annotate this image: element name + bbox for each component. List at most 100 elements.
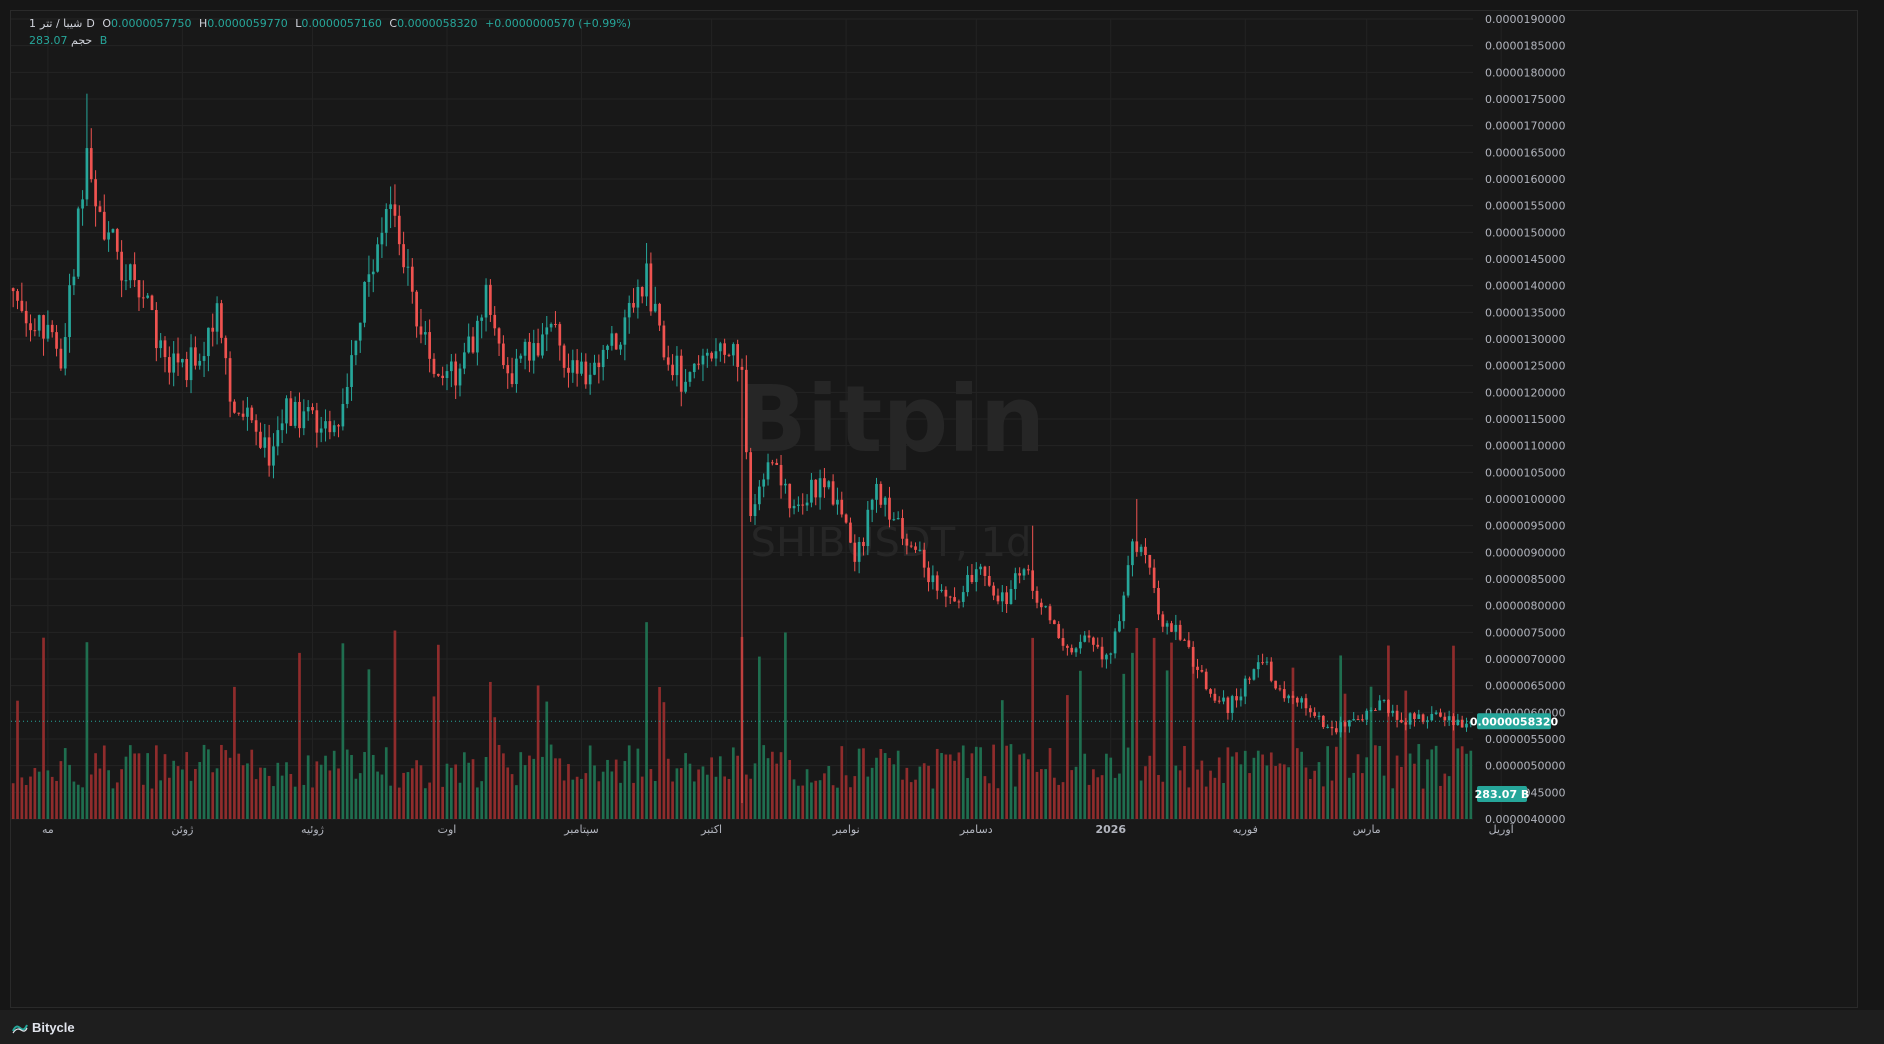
candle-body [298,401,301,429]
candle-body [1434,712,1438,714]
candle-body [862,541,865,547]
candle-body [20,300,24,311]
volume-bar [714,776,718,819]
candle-body [827,481,831,488]
candle-body [328,421,332,433]
volume-bar [402,772,405,819]
footer-brand[interactable]: Bitycle [12,1020,75,1035]
price-tick-label: 0.0000140000 [1485,280,1565,293]
volume-bar [944,754,948,819]
volume-bar [272,786,275,819]
candlestick-chart[interactable]: Bitpin SHIBUSDT, 1d 0.0000190000 0.000018… [11,11,1859,1009]
candle-body [415,291,418,327]
chart-area[interactable]: Bitpin SHIBUSDT, 1d 0.0000190000 0.000018… [10,10,1858,1008]
volume-bar [1378,745,1382,819]
volume-bar [241,765,245,819]
volume-value: 283.07 B [29,34,108,47]
volume-bar [1295,748,1299,819]
candle-body [970,574,974,583]
volume-bar [575,776,579,819]
volume-bar [406,772,410,819]
price-tick-label: 0.0000160000 [1485,173,1565,186]
candle-body [575,360,579,374]
candle-body [1230,696,1234,713]
volume-bar [1035,771,1039,819]
candle-body [1187,640,1191,647]
candle-body [753,504,757,517]
volume-bar [1000,700,1004,819]
candle-body [449,361,453,372]
volume-bar [484,756,488,819]
candle-body [849,522,852,543]
last-price-tag-label: 0.0000058320 [1470,715,1559,728]
candle-body [992,585,995,596]
volume-bar [961,745,965,819]
candle-body [115,229,119,252]
legend-low: 0.0000057160 [301,17,382,30]
volume-bar [966,777,969,819]
volume-bar [684,753,687,819]
price-tick-label: 0.0000070000 [1485,653,1565,666]
candle-body [1278,688,1282,690]
candle-body [55,332,58,349]
candle-body [688,372,692,382]
candle-body [306,407,310,412]
candle-body [684,381,687,392]
candle-body [554,323,557,325]
candle-body [410,266,414,292]
candle-body [493,314,497,329]
candle-body [888,497,891,520]
volume-legend: حجم 283.07 B [29,34,111,47]
volume-bar [154,745,158,819]
last-price-tag [1477,713,1551,730]
volume-bar [280,775,284,819]
candle-body [428,332,431,359]
candle-body [285,398,288,424]
candle-body [1131,541,1134,566]
candle-body [610,333,614,346]
candle-body [1057,624,1061,639]
candle-body [510,373,514,385]
candle-body [1265,661,1269,663]
candle-body [744,369,748,453]
volume-bar [1261,754,1264,819]
candle-body [810,479,813,503]
candle-body [1352,719,1356,721]
volume-bar [823,773,826,819]
price-tick-label: 0.0000175000 [1485,93,1565,106]
candle-body [836,499,839,505]
volume-bar [836,787,839,819]
volume-bar [1061,782,1065,819]
candle-body [241,413,245,417]
candle-body [723,343,726,355]
candle-body [692,363,696,373]
candle-body [489,284,492,315]
volume-bar [935,748,939,819]
volume-bar [111,788,115,819]
candle-body [541,334,544,356]
volume-bar [350,755,353,819]
volume-bar [515,785,518,819]
volume-bar [267,775,271,819]
volume-bar [1057,784,1061,819]
volume-bar [176,766,180,819]
volume-bar [731,747,735,819]
candle-body [1334,728,1338,733]
candle-body [259,431,262,448]
candle-body [350,355,353,387]
volume-bar [875,757,878,819]
candle-body [432,358,436,374]
volume-bar [940,753,943,819]
volume-bar [1083,753,1087,819]
candle-body [1144,546,1147,556]
legend-symbol[interactable]: شیبا / تتر [40,17,83,30]
volume-label[interactable]: حجم [71,34,93,47]
candle-body [1096,644,1100,647]
time-tick-label: سپتامبر [563,823,599,836]
volume-bar [254,779,258,819]
candle-body [636,287,640,308]
volume-bar [1426,759,1429,819]
time-axis[interactable]: مه ژوئن ژوئیه اوت سپتامبر اکتبر نوامبر دسامبر 20… [42,822,1515,836]
volume-bar [441,786,445,819]
price-axis[interactable]: 0.0000190000 0.0000185000 0.0000180000 0.00… [1485,13,1565,826]
